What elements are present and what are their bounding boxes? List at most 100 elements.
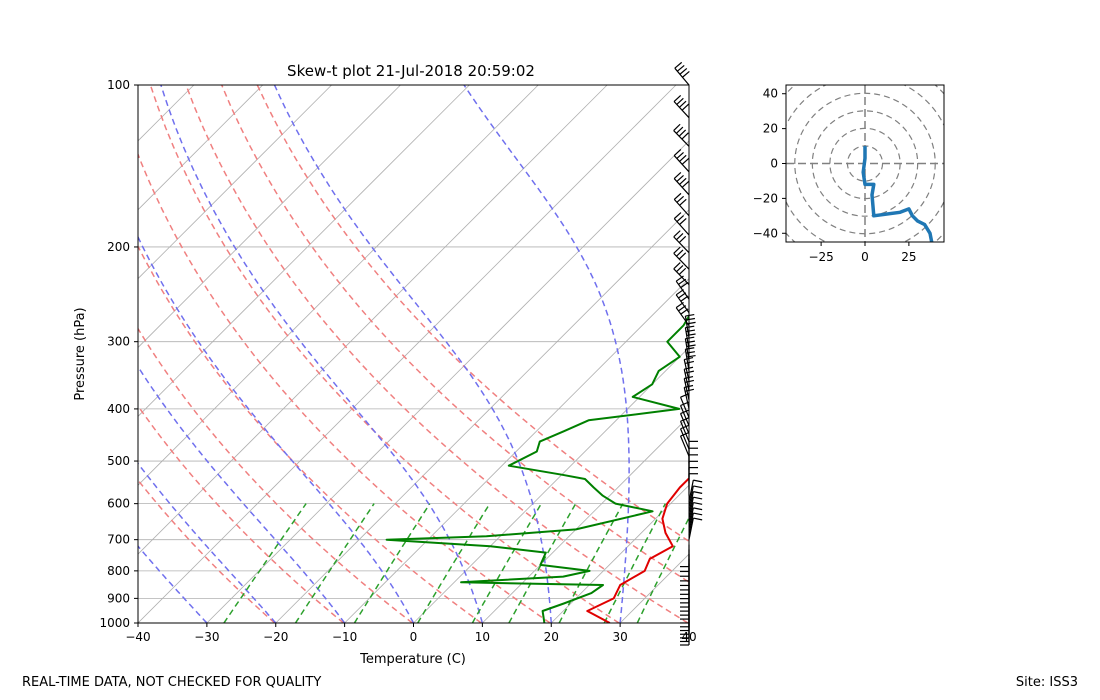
wind-barb-staff [688,517,694,540]
x-tick-label: −20 [263,630,288,644]
skew-t-gridlines [138,85,689,623]
wind-barb-flag [685,317,696,321]
dewpoint-profile-line [385,314,689,623]
hodograph-trace [861,146,934,242]
wind-barb-flag [693,485,703,489]
mixing-ratio-line [417,503,491,623]
y-tick-label: 600 [107,497,130,511]
moist-adiabat-line [138,365,346,623]
wind-barb-staff [673,268,690,286]
wind-barb-staff [688,507,694,530]
moist-adiabat-line [463,85,630,623]
temperature-profile-line [586,476,689,623]
wind-barb-flag [676,151,684,159]
mixing-ratio-line [636,516,689,623]
wind-barb-flag [673,94,682,102]
y-axis-label: Pressure (hPa) [73,307,88,400]
x-tick-label: −30 [194,630,219,644]
wind-barb-flag [678,129,687,137]
wind-barb-staff [684,338,690,361]
dry-adiabat-line [138,478,276,623]
wind-barb-staff [673,199,690,217]
wind-barb-flag [681,157,690,165]
wind-barb-flag [678,235,687,244]
wind-barb-staff [679,396,690,418]
wind-barb-staff [673,155,690,173]
hodo-y-tick-label: −40 [753,226,778,240]
dry-adiabat-line [221,85,689,583]
wind-barb-flag [673,172,682,179]
x-tick-label: −40 [125,630,150,644]
wind-barb-staff [688,479,694,502]
y-tick-label: 700 [107,533,130,547]
mixing-ratio-line [223,503,307,623]
y-tick-label: 1000 [99,616,130,630]
skew-t-plot-area [138,85,689,623]
chart-title: Skew-t plot 21-Jul-2018 20:59:02 [287,62,535,80]
wind-barb-flag [678,267,687,275]
wind-barb-flag [676,233,684,241]
wind-barb-staff [688,497,694,519]
wind-barb-flag [680,424,690,430]
skew-t-ticks: −40 −30 −20 −10 0 10 20 30 40 1000 900 800 700 600 500… [99,78,696,644]
wind-barb-flag [673,149,682,156]
wind-barb-staff [679,435,690,457]
hodo-y-tick-label: 20 [763,122,778,136]
isotherm-line [413,346,689,623]
dry-adiabat-line [138,244,482,623]
dry-adiabat-line [185,85,689,623]
isotherm-line [550,484,689,623]
wind-barb-staff [688,502,694,525]
x-tick-label: −10 [332,630,357,644]
dry-adiabat-line [138,327,413,623]
wind-barb-flag [679,67,688,75]
wind-barb-flag [673,192,682,200]
x-tick-label: 0 [410,630,418,644]
wind-barb-flag [693,507,703,511]
wind-barb-staff [673,236,690,254]
wind-barb-flag [681,180,690,188]
isotherm-line [138,85,264,211]
x-axis-label: Temperature (C) [359,652,466,667]
wind-barb-flag [679,198,687,206]
y-tick-label: 800 [107,564,130,578]
wind-barb-flag [681,103,690,111]
wind-barb-flag [676,195,685,203]
y-tick-label: 200 [107,240,130,254]
isotherm-line [482,415,689,623]
wind-barb-flag [676,215,685,223]
wind-barb-flag [673,123,681,131]
wind-barb-flag [693,517,703,521]
dry-adiabat-line [138,404,345,623]
dry-adiabat-line [149,85,620,623]
dry-adiabat-line [138,152,551,623]
wind-barb-flag [678,252,687,260]
isotherm-line [138,85,332,280]
x-tick-label: 40 [681,630,696,644]
y-tick-label: 300 [107,335,130,349]
moist-adiabat-line [273,85,553,623]
hodo-y-tick-label: 0 [770,157,778,171]
skew-t-data-series [385,314,689,623]
wind-barb-staff [688,491,694,514]
wind-barb-flag [693,512,703,516]
wind-barb-staff [679,421,690,442]
wind-barb-flag [693,491,703,494]
skew-t-reference-lines [138,85,689,623]
wind-barb-flag [680,417,690,422]
hodo-y-tick-label: −20 [753,191,778,205]
wind-barb-flag [676,249,684,257]
x-tick-label: 10 [475,630,490,644]
dry-adiabat-line [256,85,689,543]
wind-barb-flag [673,262,681,270]
mixing-ratio-line [294,503,375,623]
y-tick-label: 900 [107,591,130,605]
site-label: Site: ISS3 [1016,675,1078,690]
hodo-x-tick-label: 25 [901,250,916,264]
wind-barb-flag [674,61,683,69]
wind-barb-flag [676,126,684,134]
hodograph-line [861,146,934,242]
quality-disclaimer: REAL-TIME DATA, NOT CHECKED FOR QUALITY [22,675,321,690]
hodograph-ticks: −25 0 25 −40 −20 0 20 40 [753,87,917,264]
